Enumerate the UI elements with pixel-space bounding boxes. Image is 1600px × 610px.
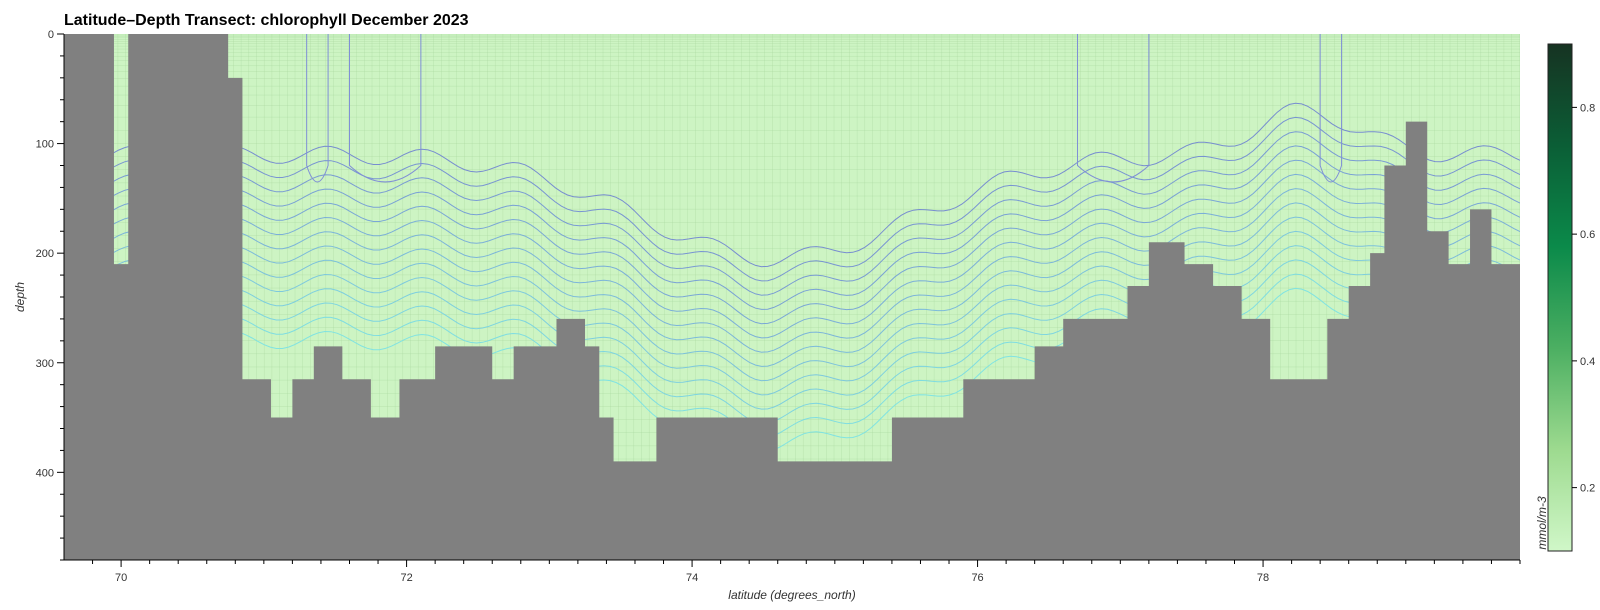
colorbar-tick-label: 0.8 — [1580, 102, 1595, 114]
contour-line — [64, 173, 1520, 339]
colorbar-label: mmol/m-3 — [1535, 496, 1549, 550]
contour-line — [1319, 34, 1343, 183]
contour-line — [348, 34, 422, 183]
contour-line — [64, 287, 1520, 453]
x-tick-label: 76 — [971, 572, 983, 584]
contour-line — [64, 202, 1520, 367]
colorbar: 0.2 0.4 0.6 0.8 mmol/m-3 — [1535, 43, 1595, 552]
colorbar-tick-label: 0.2 — [1580, 483, 1595, 495]
contour-line — [64, 230, 1520, 396]
plot-area — [64, 34, 1520, 560]
y-tick-label: 400 — [36, 467, 54, 479]
x-tick-label: 78 — [1257, 572, 1269, 584]
contour-lines — [64, 34, 1520, 453]
seafloor-land-mask — [64, 34, 1520, 560]
contour-line — [64, 116, 1520, 282]
contour-line — [306, 34, 329, 183]
contour-line — [64, 273, 1520, 439]
contour-line — [64, 145, 1520, 310]
chart-title: Latitude–Depth Transect: chlorophyll Dec… — [64, 12, 469, 29]
contour-line — [64, 245, 1520, 410]
contour-line — [64, 159, 1520, 325]
colorbar-ticks: 0.2 0.4 0.6 0.8 — [1572, 102, 1595, 495]
y-axis-label: depth — [13, 282, 27, 312]
contour-line — [64, 216, 1520, 382]
x-axis: 70 72 74 76 78 — [64, 559, 1521, 584]
x-tick-label: 70 — [115, 572, 127, 584]
contour-line — [64, 188, 1520, 353]
x-axis-label: latitude (degrees_north) — [728, 588, 855, 602]
y-tick-label: 200 — [36, 248, 54, 260]
y-tick-label: 100 — [36, 139, 54, 151]
contour-line — [64, 131, 1520, 296]
colorbar-gradient — [1547, 43, 1573, 552]
contour-line — [1076, 34, 1150, 183]
y-tick-label: 300 — [36, 358, 54, 370]
colorbar-tick-label: 0.6 — [1580, 229, 1595, 241]
y-axis: 0 100 200 300 400 — [36, 29, 65, 561]
x-tick-label: 74 — [686, 572, 698, 584]
contour-line — [64, 259, 1520, 424]
colorbar-tick-label: 0.4 — [1580, 356, 1595, 368]
x-tick-label: 72 — [400, 572, 412, 584]
y-tick-label: 0 — [48, 29, 54, 41]
